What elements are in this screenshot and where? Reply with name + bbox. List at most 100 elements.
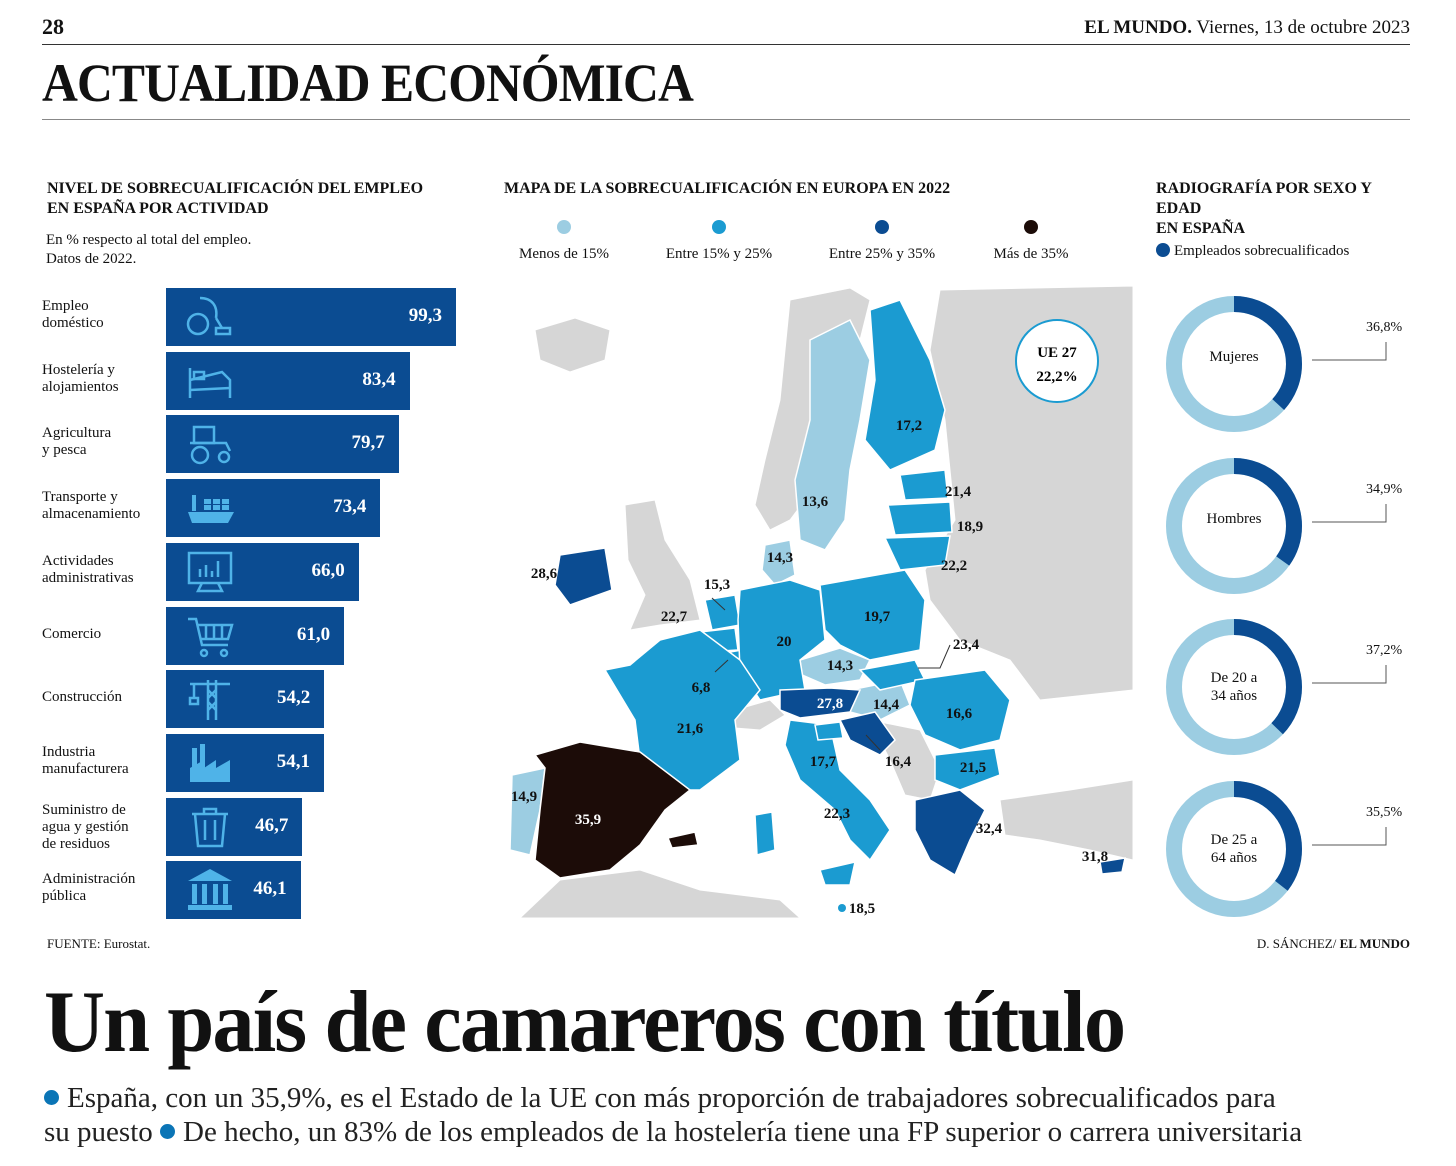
country-romania	[909, 669, 1011, 751]
donut-ring	[1166, 296, 1302, 432]
bar-label-line: agua y gestión	[42, 818, 129, 835]
value-slovenia: 17,7	[810, 754, 837, 770]
bar-label-line: y pesca	[42, 442, 87, 459]
legend-item: Entre 15% y 25%	[649, 220, 789, 263]
value-sweden: 13,6	[802, 494, 829, 510]
leader-line-belgium-value	[711, 597, 726, 611]
bar-chart-title-line: NIVEL DE SOBRECUALIFICACIÓN DEL EMPLEO	[47, 180, 424, 197]
bar: 46,7	[166, 797, 303, 856]
donut-legend-label: Empleados sobrecualificados	[1174, 243, 1350, 259]
value-slovakia: 23,4	[953, 637, 980, 653]
bar-value: 46,7	[255, 814, 289, 836]
bar-value: 73,4	[333, 496, 367, 518]
legend-swatch	[875, 220, 889, 234]
bar: 61,0	[166, 606, 345, 665]
donut-percentage: 37,2%	[1366, 643, 1403, 658]
land-iceland	[534, 317, 611, 373]
value-denmark: 14,3	[767, 550, 793, 566]
donut-center-label-line: De 20 a	[1210, 670, 1258, 686]
bar-row: Hostelería y alojamientos 83,4	[42, 351, 462, 410]
donut-chart: De 25 a 64 años 35,5%	[1160, 775, 1410, 925]
country-cyprus	[1099, 857, 1126, 875]
masthead: EL MUNDO. Viernes, 13 de octubre 2023	[1084, 17, 1410, 39]
trash-bin-icon	[186, 804, 234, 850]
europe-map: UE 27 22,2% 17,2 13,6 21,4 18,9 22,2 14,…	[509, 286, 1133, 918]
article-deck-line-2: su puesto De hecho, un 83% de los emplea…	[44, 1116, 1302, 1149]
bed-icon	[186, 358, 234, 404]
donut-leader-line	[1312, 665, 1387, 684]
bar-row: Agricultura y pesca 79,7	[42, 415, 462, 474]
donut-segment	[1166, 781, 1302, 917]
donut-segment	[1166, 619, 1302, 755]
bar-label-line: alojamientos	[42, 378, 119, 395]
bar-label-line: Comercio	[42, 625, 102, 642]
article-deck-line-1: España, con un 35,9%, es el Estado de la…	[44, 1082, 1276, 1115]
donut-center-label: De 20 a 34 años	[1160, 669, 1308, 705]
deck-text-2b: De hecho, un 83% de los empleados de la …	[183, 1116, 1303, 1148]
donut-ring	[1166, 619, 1302, 755]
map-title: MAPA DE LA SOBRECUALIFICACIÓN EN EUROPA …	[504, 180, 951, 197]
country-malta	[838, 904, 846, 912]
eu-average-label: UE 27	[1037, 345, 1077, 361]
value-poland: 19,7	[864, 609, 891, 625]
country-slovenia	[814, 721, 844, 741]
government-building-icon	[186, 867, 234, 913]
donut-leader-line	[1312, 342, 1387, 361]
section-title: ACTUALIDAD ECONÓMICA	[42, 53, 694, 113]
deck-text-1: España, con un 35,9%, es el Estado de la…	[67, 1082, 1276, 1114]
bar-chart-note: En % respecto al total del empleo. Datos…	[46, 231, 251, 269]
header-rule	[42, 44, 1410, 45]
bar-row: Administración pública 46,1	[42, 861, 462, 920]
bar-label-line: Suministro de	[42, 801, 126, 818]
bar: 54,2	[166, 670, 325, 729]
bar-label: Hostelería y alojamientos	[42, 362, 164, 396]
donut-chart: Mujeres 36,8%	[1160, 290, 1410, 440]
bar-label: Suministro de agua y gestión de residuos	[42, 802, 164, 853]
country-latvia	[887, 501, 953, 536]
bar: 83,4	[166, 351, 410, 410]
bar-chart-title-line: EN ESPAÑA POR ACTIVIDAD	[47, 200, 269, 217]
article-headline: Un país de camareros con título	[44, 974, 1126, 1071]
donut-percentage: 36,8%	[1366, 320, 1403, 335]
credit-author: D. SÁNCHEZ/	[1256, 936, 1337, 951]
bullet-dot	[160, 1124, 175, 1139]
bar-chart-note-line: Datos de 2022.	[46, 251, 137, 267]
crane-icon	[186, 676, 234, 722]
bar-label: Comercio	[42, 626, 164, 643]
bar-value: 79,7	[351, 432, 385, 454]
country-austria	[779, 687, 862, 719]
donut-center-label-line: Mujeres	[1209, 349, 1259, 365]
value-ireland: 28,6	[531, 566, 558, 582]
bar: 99,3	[166, 288, 456, 346]
bar-chart-note-line: En % respecto al total del empleo.	[46, 232, 252, 248]
bar-label-line: manufacturera	[42, 760, 129, 777]
country-portugal	[509, 767, 546, 856]
country-denmark	[761, 539, 796, 586]
donut-center-label-line: 34 años	[1210, 688, 1258, 704]
legend-item: Más de 35%	[961, 220, 1101, 263]
value-spain: 35,9	[575, 812, 601, 828]
bar-value: 99,3	[408, 305, 442, 326]
donut-percentage: 35,5%	[1366, 805, 1403, 820]
bar-chart-title: NIVEL DE SOBRECUALIFICACIÓN DEL EMPLEO E…	[47, 179, 427, 219]
donut-panel-title-line: EN ESPAÑA	[1156, 220, 1246, 237]
bar-label-line: Industria	[42, 743, 96, 760]
land-turkey	[999, 779, 1133, 861]
country-netherlands	[704, 594, 741, 631]
value-malta: 18,5	[849, 901, 875, 917]
legend-label: Entre 25% y 35%	[828, 246, 936, 262]
country-ireland	[554, 547, 613, 606]
value-portugal: 14,9	[511, 789, 537, 805]
bar-label-line: Hostelería y	[42, 361, 115, 378]
legend-swatch	[712, 220, 726, 234]
newspaper-name: EL MUNDO.	[1084, 17, 1192, 38]
country-balearics	[666, 831, 699, 849]
bar-value: 83,4	[362, 368, 396, 390]
bar-label-line: de residuos	[42, 835, 110, 852]
donut-legend: Empleados sobrecualificados	[1156, 243, 1349, 260]
donut-ring	[1166, 781, 1302, 917]
donut-legend-swatch	[1156, 243, 1170, 257]
donut-segment	[1166, 458, 1302, 594]
page-number: 28	[42, 14, 64, 39]
bar-label: Actividades administrativas	[42, 553, 164, 587]
